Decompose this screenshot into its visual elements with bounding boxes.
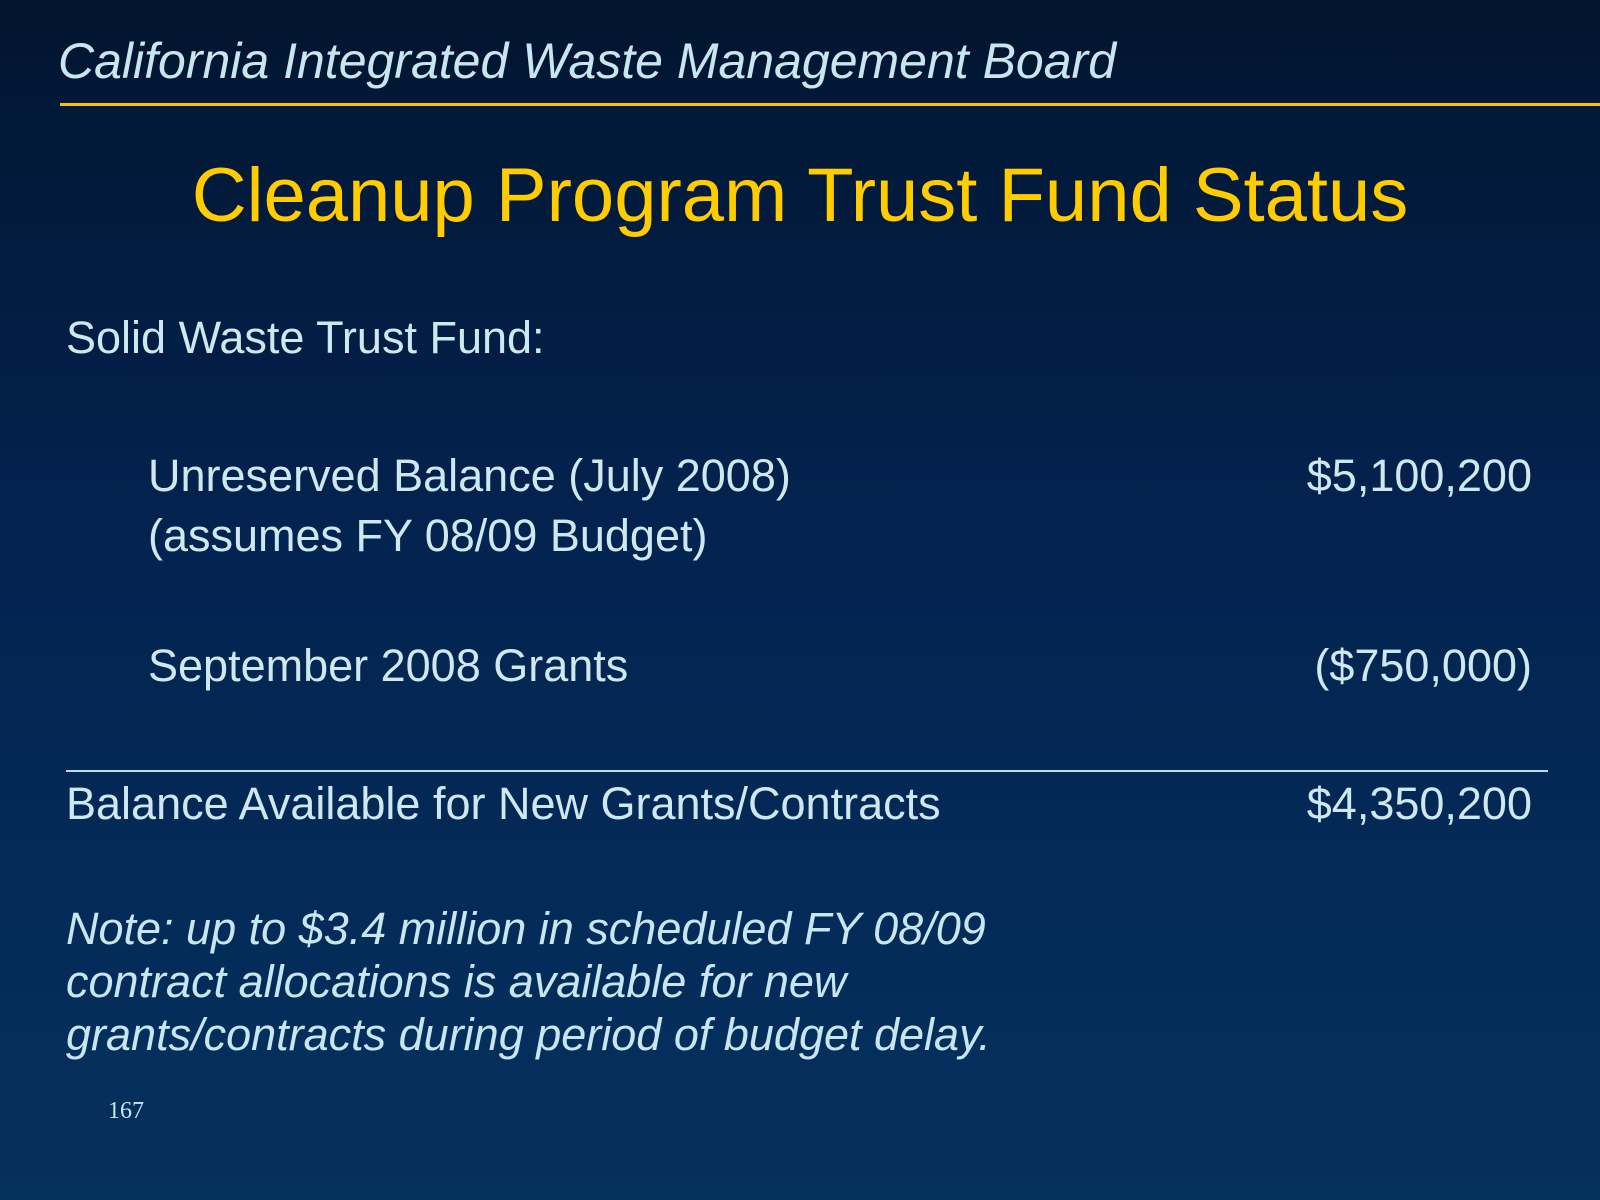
budget-note-line3: grants/contracts during period of budget… [66, 1009, 991, 1060]
slide-title: Cleanup Program Trust Fund Status [191, 153, 1409, 238]
organization-name: California Integrated Waste Management B… [58, 33, 1117, 89]
unreserved-balance-label: Unreserved Balance (July 2008) (assumes … [148, 446, 791, 566]
header-divider [60, 103, 1600, 106]
unreserved-balance-value: $5,100,200 [1306, 450, 1532, 501]
balance-available-value: $4,350,200 [1306, 778, 1532, 829]
unreserved-balance-label-line2: (assumes FY 08/09 Budget) [148, 510, 708, 561]
budget-note-line1: Note: up to $3.4 million in scheduled FY… [66, 903, 986, 954]
total-divider [66, 770, 1548, 772]
balance-available-label: Balance Available for New Grants/Contrac… [66, 778, 941, 829]
page-number: 167 [108, 1098, 144, 1124]
september-grants-label: September 2008 Grants [148, 640, 629, 691]
unreserved-balance-label-line1: Unreserved Balance (July 2008) [148, 450, 791, 501]
section-label: Solid Waste Trust Fund: [66, 312, 545, 363]
september-grants-value: ($750,000) [1314, 640, 1532, 691]
budget-note-line2: contract allocations is available for ne… [66, 956, 847, 1007]
budget-note: Note: up to $3.4 million in scheduled FY… [66, 902, 1166, 1061]
